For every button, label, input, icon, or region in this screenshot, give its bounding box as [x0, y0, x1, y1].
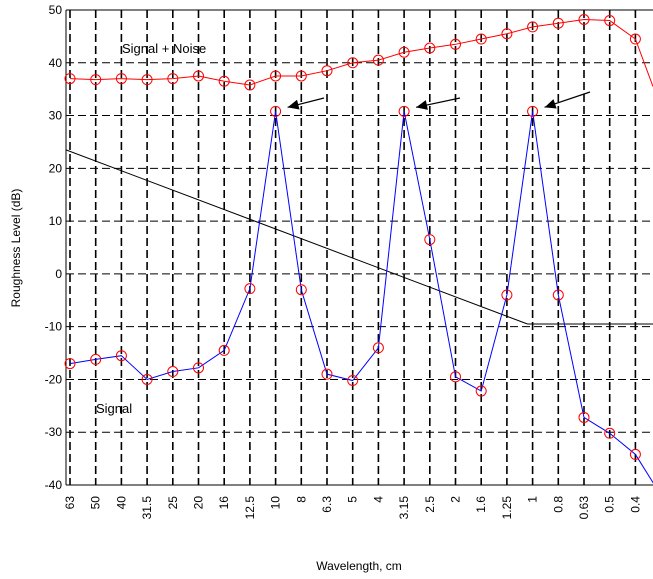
series-0-point-14	[424, 42, 436, 54]
x-tick-label-7: 12.5	[243, 496, 257, 520]
x-tick-label-19: 0.8	[551, 496, 565, 513]
arrow-head-1	[416, 100, 428, 110]
x-tick-label-3: 31.5	[140, 496, 154, 520]
series-1-point-11	[347, 375, 359, 386]
x-tick-label-8: 10	[269, 496, 283, 510]
series-1-point-4	[167, 366, 179, 378]
series-0-point-22	[629, 33, 641, 45]
series-1-point-16	[475, 385, 487, 397]
annotation-signal-plus-noise: Signal + Noise	[122, 41, 206, 56]
series-1-point-9	[295, 284, 307, 296]
series-0-point-9	[295, 70, 307, 82]
series-1-point-12	[372, 342, 384, 354]
series-0-point-11	[347, 57, 359, 69]
series-0-point-20	[578, 14, 590, 25]
series-0-point-2	[115, 73, 127, 85]
x-tick-label-4: 25	[166, 496, 180, 510]
series-0-point-18	[527, 21, 539, 33]
x-tick-label-1: 50	[89, 496, 103, 510]
series-0-point-15	[450, 38, 461, 50]
threshold-line	[65, 149, 653, 325]
x-tick-label-15: 2	[449, 496, 463, 503]
series-0-point-10	[321, 65, 333, 77]
series-0-point-3	[141, 74, 153, 86]
x-tick-label-0: 63	[63, 496, 77, 510]
series-1-point-2	[115, 350, 127, 362]
y-tick-label-3: -10	[45, 320, 63, 334]
series-0-line	[69, 18, 653, 87]
x-tick-label-9: 8	[294, 496, 308, 503]
annotation-signal: Signal	[96, 401, 132, 416]
y-tick-label-8: 40	[49, 56, 63, 70]
series-1-point-13	[398, 105, 410, 117]
series-1-point-3	[141, 373, 153, 385]
series-0-point-0	[64, 73, 76, 85]
series-1-line	[69, 111, 653, 484]
x-tick-label-13: 3.15	[397, 496, 411, 520]
series-0-point-5	[193, 70, 204, 82]
x-tick-label-22: 0.4	[628, 496, 642, 513]
arrow-head-2	[544, 99, 557, 109]
series-1-point-17	[501, 289, 513, 301]
x-tick-label-12: 4	[371, 496, 385, 503]
x-tick-label-6: 16	[217, 496, 231, 510]
series-1-point-8	[270, 105, 282, 117]
series-1-point-1	[90, 353, 102, 365]
series-1-point-22	[629, 448, 641, 460]
x-tick-label-18: 1	[526, 496, 540, 503]
series-1-point-21	[604, 427, 616, 439]
x-tick-label-2: 40	[114, 496, 128, 510]
x-tick-label-14: 2.5	[423, 496, 437, 513]
threshold-slope	[65, 149, 528, 325]
y-tick-label-4: 0	[55, 267, 62, 281]
y-tick-label-2: -20	[45, 372, 63, 386]
series-1-point-19	[552, 289, 564, 301]
series-layer	[64, 14, 653, 484]
series-1-point-18	[527, 105, 539, 117]
series-1-point-20	[578, 411, 590, 423]
x-axis-label: Wavelength, cm	[316, 559, 402, 573]
series-0-point-8	[270, 70, 282, 82]
series-0-point-12	[372, 54, 384, 66]
y-tick-labels: -40 -30 -20 -10 0 10 20 30 40 50	[45, 3, 63, 492]
series-1-point-0	[64, 358, 76, 370]
series-0-point-19	[552, 17, 564, 29]
series-0-point-4	[167, 73, 179, 85]
x-tick-label-17: 1.25	[500, 496, 514, 520]
grid	[65, 9, 653, 486]
series-1-point-6	[218, 344, 230, 356]
series-1-point-10	[321, 368, 333, 380]
x-tick-labels: 63 50 40 31.5 25 20 16 12.5 10 8 6.3 5 4 3.15 2.5 2 1.6 1…	[63, 496, 642, 520]
y-tick-label-5: 10	[49, 214, 63, 228]
peak-arrows	[287, 91, 591, 110]
series-1-point-15	[450, 371, 461, 383]
series-1-point-7	[244, 283, 256, 295]
y-tick-label-9: 50	[49, 3, 63, 17]
x-tick-label-20: 0.63	[577, 496, 591, 520]
x-tick-label-16: 1.6	[474, 496, 488, 513]
series-0-point-17	[501, 28, 513, 40]
series-1-point-14	[424, 234, 436, 246]
series-1-point-5	[193, 362, 204, 374]
series-0-point-6	[218, 75, 230, 87]
arrow-head-0	[287, 99, 300, 110]
series-0-point-7	[244, 79, 256, 91]
x-tick-label-11: 5	[346, 496, 360, 503]
x-tick-label-10: 6.3	[320, 496, 334, 513]
series-0-point-21	[604, 15, 616, 27]
x-tick-label-21: 0.5	[603, 496, 617, 513]
y-tick-label-1: -30	[45, 425, 63, 439]
y-tick-label-6: 20	[49, 161, 63, 175]
series-0-point-16	[475, 33, 487, 45]
y-tick-label-7: 30	[49, 109, 63, 123]
series-0-point-13	[398, 46, 410, 58]
x-tick-label-5: 20	[192, 496, 206, 510]
y-tick-label-0: -40	[45, 478, 63, 492]
series-0-point-1	[90, 74, 102, 86]
y-axis-label: Roughness Level (dB)	[9, 189, 23, 308]
